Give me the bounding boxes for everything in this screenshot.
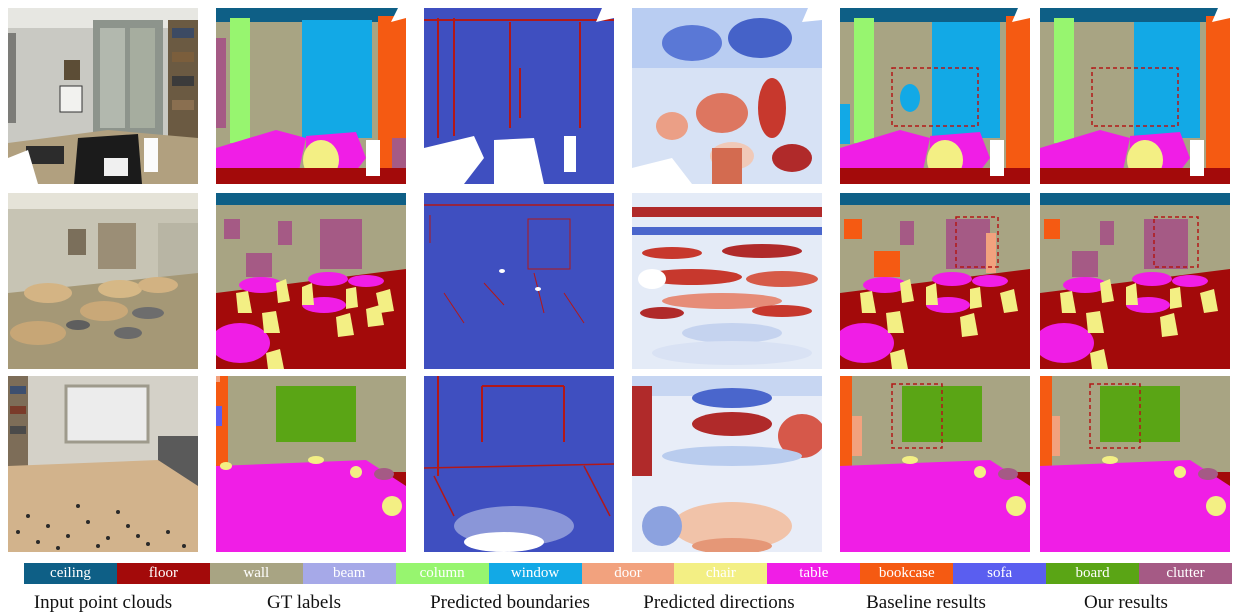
legend-label: board [1075, 565, 1110, 581]
legend-swatch-board: board [1046, 563, 1140, 584]
predicted-boundaries-2 [424, 193, 614, 369]
predicted-boundaries-1 [424, 8, 614, 184]
baseline-results-2 [840, 193, 1030, 369]
legend-label: door [614, 565, 642, 581]
gt-labels-3 [216, 376, 406, 552]
legend-swatch-ceiling: ceiling [24, 563, 117, 584]
predicted-boundaries-3 [424, 376, 614, 552]
our-results-1 [1040, 8, 1230, 184]
caption-predicted-directions: Predicted directions [643, 592, 795, 613]
legend-label: sofa [987, 565, 1013, 581]
our-results-3 [1040, 376, 1230, 552]
input-point-cloud-2 [8, 193, 198, 369]
caption-input-point-clouds: Input point clouds [33, 592, 173, 613]
legend-label: chair [705, 565, 736, 581]
legend-label: window [510, 565, 560, 581]
caption-predicted-boundaries: Predicted boundaries [430, 592, 590, 613]
legend-label: ceiling [50, 565, 91, 581]
legend-swatch-bookcase: bookcase [860, 563, 954, 584]
baseline-results-3 [840, 376, 1030, 552]
predicted-directions-3 [632, 376, 822, 552]
legend-label: beam [332, 565, 366, 581]
legend-swatch-table: table [767, 563, 861, 584]
legend-swatch-column: column [395, 563, 489, 584]
legend-swatch-window: window [488, 563, 582, 584]
gt-labels-2 [216, 193, 406, 369]
baseline-results-1 [840, 8, 1030, 184]
legend-label: bookcase [878, 565, 935, 581]
caption-baseline-results: Baseline results [866, 592, 986, 613]
legend-swatch-chair: chair [674, 563, 768, 584]
legend-swatch-clutter: clutter [1139, 563, 1232, 584]
gt-labels-1 [216, 8, 406, 184]
our-results-2 [1040, 193, 1230, 369]
predicted-directions-1 [632, 8, 822, 184]
figure-grid [8, 8, 1230, 552]
legend-swatch-floor: floor [116, 563, 210, 584]
input-point-cloud-3 [8, 376, 198, 552]
legend-label: column [419, 565, 465, 581]
legend-label: wall [243, 565, 270, 581]
legend-swatch-door: door [581, 563, 675, 584]
input-point-cloud-1 [8, 8, 198, 184]
caption-our-results: Our results [1084, 592, 1168, 613]
legend-swatch-wall: wall [209, 563, 303, 584]
legend-label: table [799, 565, 829, 581]
predicted-directions-2 [632, 193, 822, 369]
legend-label: clutter [1166, 565, 1205, 581]
legend-swatch-sofa: sofa [953, 563, 1047, 584]
legend-swatch-beam: beam [302, 563, 396, 584]
caption-gt-labels: GT labels [266, 592, 342, 613]
column-captions: Input point clouds GT labels Predicted b… [0, 592, 1233, 614]
legend-label: floor [148, 565, 178, 581]
class-legend: ceiling floor wall beam column window do… [24, 563, 1232, 584]
